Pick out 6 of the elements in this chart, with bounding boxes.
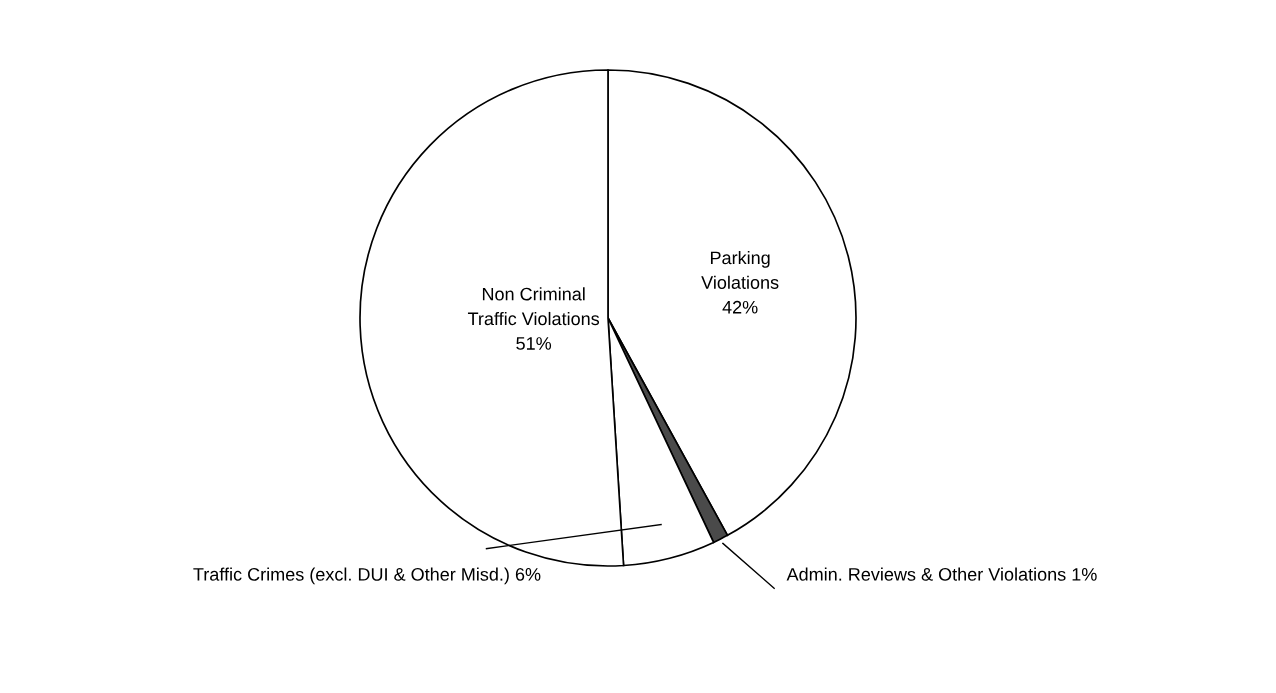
data-label: 42% [722,300,758,314]
slice-label: Parking Violations [701,250,779,289]
slice-label: Non Criminal Traffic Violations [467,287,600,326]
data-label: 51% [516,337,552,350]
slice-label: Traffic Crimes (excl. DUI & Other Misd.) 6% [193,567,541,585]
slice-label: Admin. Reviews & Other Violations 1% [786,567,1097,581]
